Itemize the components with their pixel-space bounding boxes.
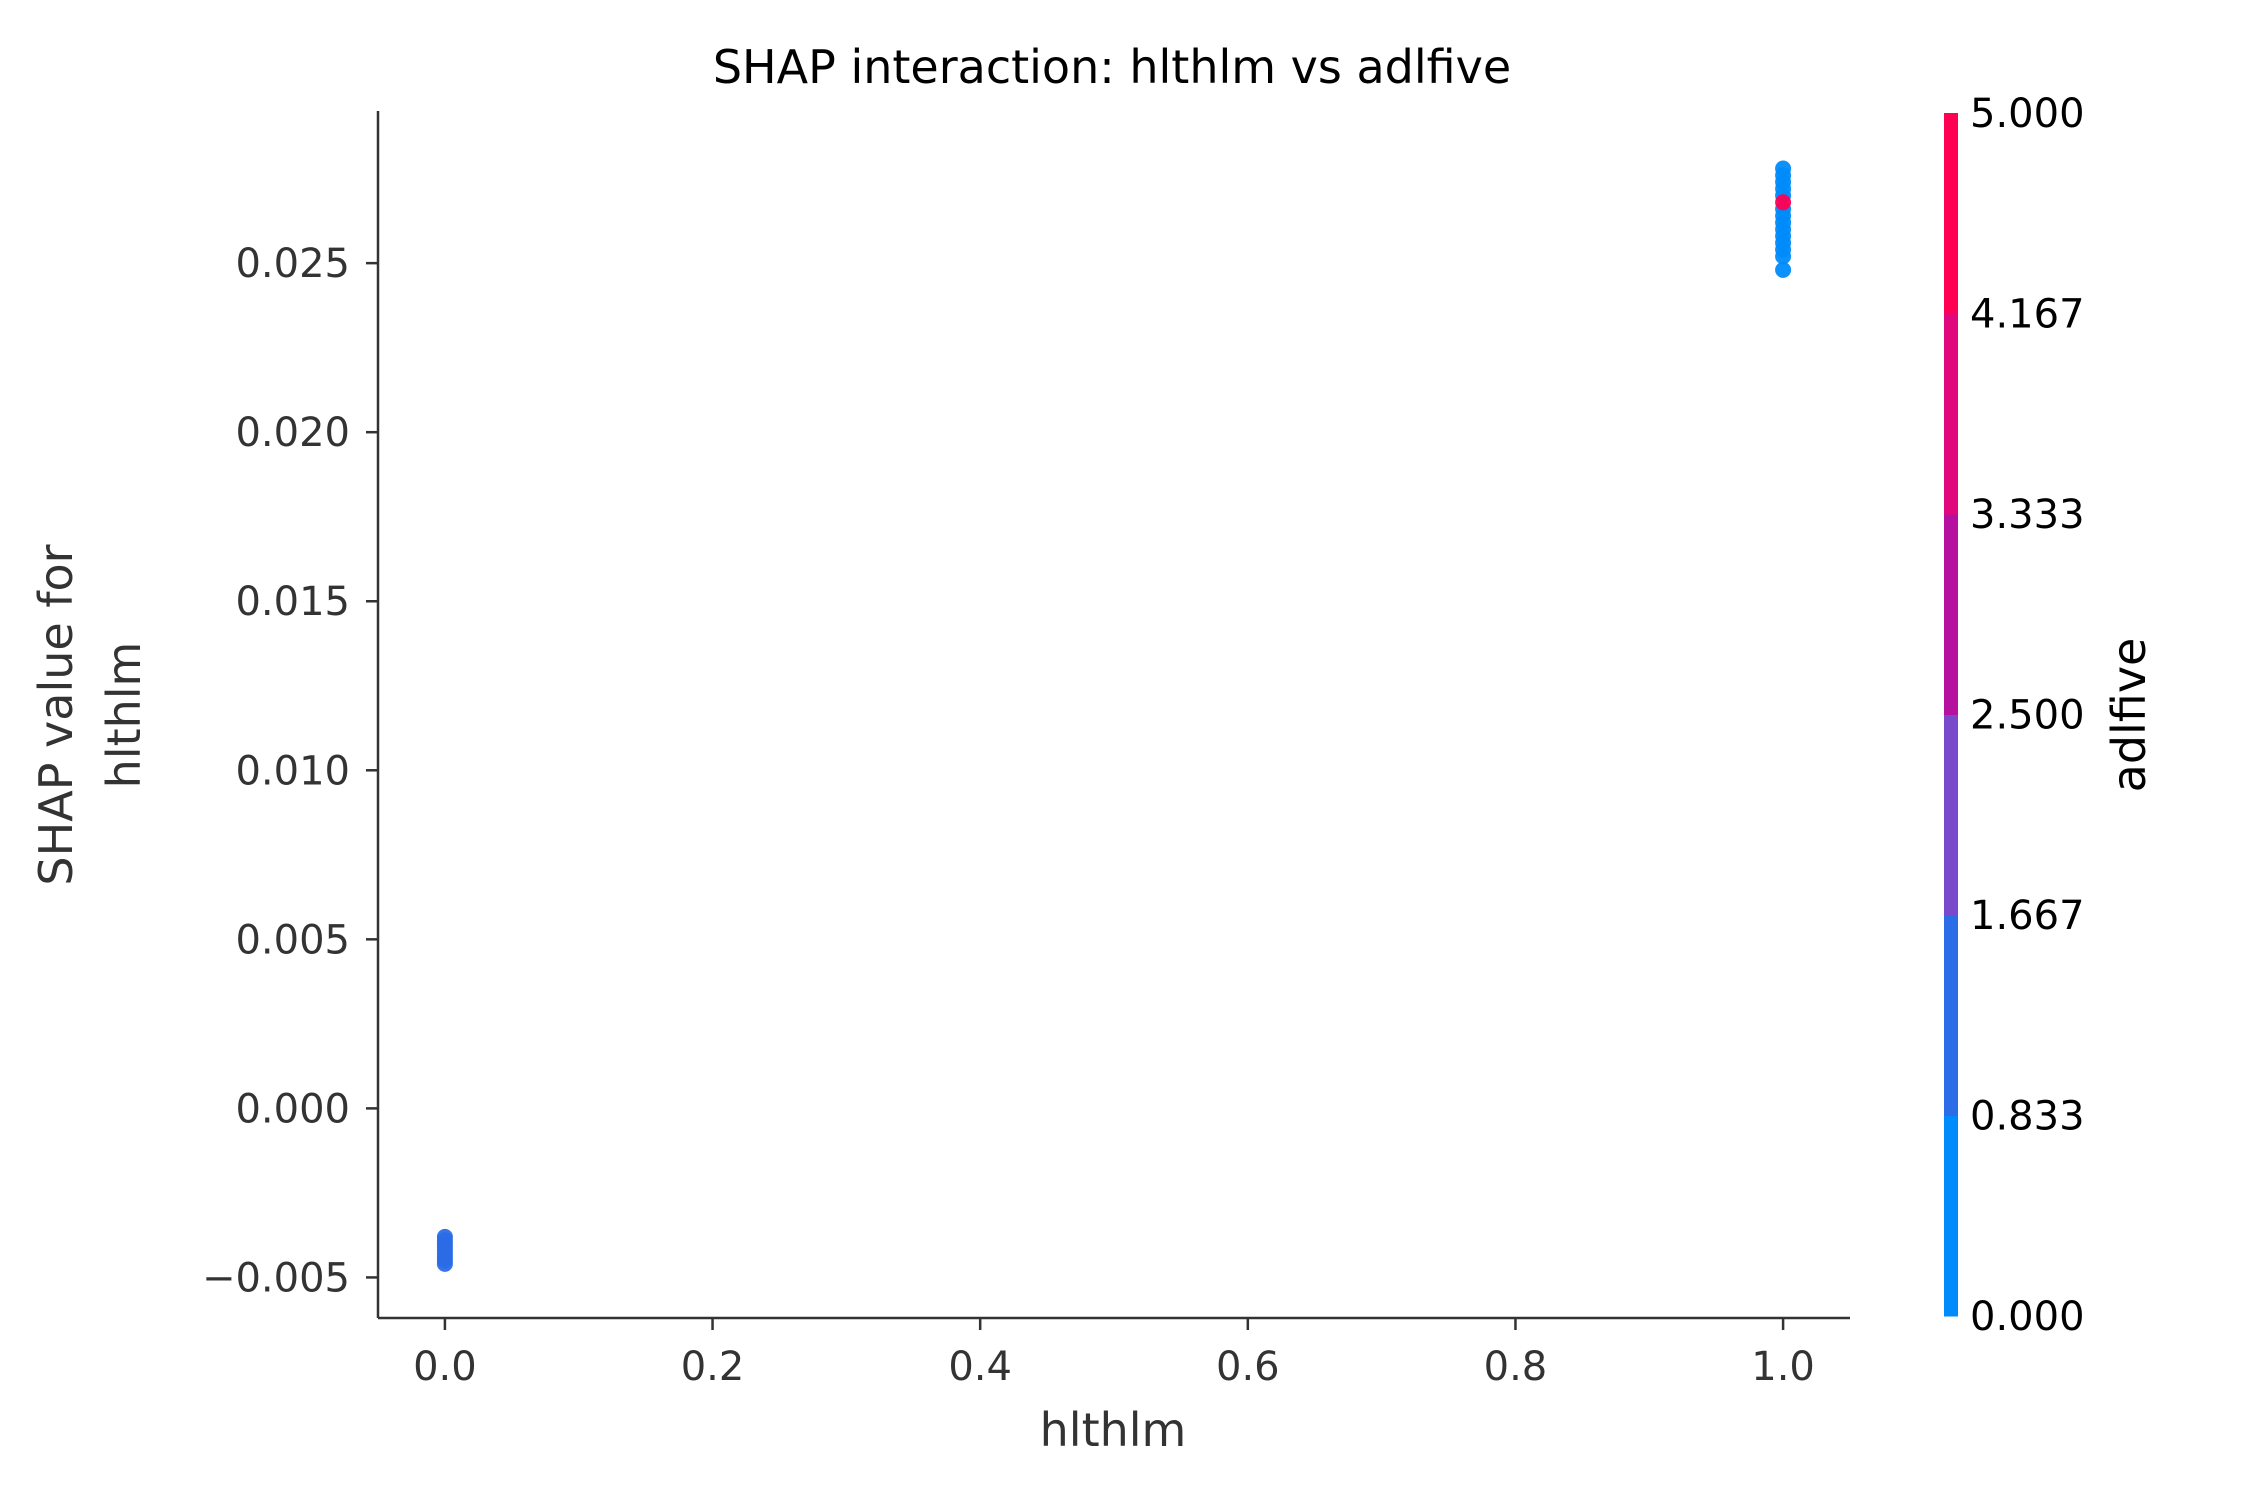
colorbar-tick-label: 2.500 bbox=[1970, 693, 2085, 739]
y-tick-label: −0.005 bbox=[202, 1255, 350, 1301]
colorbar-segment bbox=[1944, 915, 1958, 1116]
y-tick-label: 0.025 bbox=[235, 241, 350, 287]
y-tick-label: 0.010 bbox=[235, 748, 350, 794]
y-tick-label: 0.000 bbox=[235, 1086, 350, 1132]
colorbar-segment bbox=[1944, 1115, 1958, 1317]
y-axis-label: SHAP value for hlthlm bbox=[29, 544, 151, 885]
chart-title: SHAP interaction: hlthlm vs adlfive bbox=[713, 40, 1511, 94]
x-tick-label: 0.8 bbox=[1484, 1344, 1548, 1390]
x-tick-label: 0.2 bbox=[681, 1344, 745, 1390]
x-axis-label: hlthlm bbox=[1040, 1403, 1187, 1457]
colorbar-tick-label: 1.667 bbox=[1970, 893, 2085, 939]
scatter-point bbox=[1775, 194, 1792, 211]
colorbar-segment bbox=[1944, 714, 1958, 916]
colorbar-ticks: 0.000 0.833 1.667 2.500 3.333 4.167 5.000 bbox=[1970, 91, 2085, 1340]
colorbar-tick-label: 5.000 bbox=[1970, 91, 2085, 137]
y-axis-label-line-2: hlthlm bbox=[97, 642, 151, 789]
colorbar-tick-label: 0.833 bbox=[1970, 1094, 2085, 1140]
colorbar-tick-label: 3.333 bbox=[1970, 492, 2085, 538]
x-axis-ticks: 0.0 0.2 0.4 0.6 0.8 1.0 bbox=[413, 1318, 1815, 1390]
scatter-points bbox=[436, 160, 1792, 1272]
y-axis-label-line-1: SHAP value for bbox=[29, 544, 83, 885]
colorbar-segment bbox=[1944, 514, 1958, 715]
x-tick-label: 1.0 bbox=[1751, 1344, 1815, 1390]
colorbar-label: adlfive bbox=[2102, 638, 2156, 793]
y-axis-ticks: −0.005 0.000 0.005 0.010 0.015 0.020 0.025 bbox=[202, 241, 378, 1301]
y-tick-label: 0.005 bbox=[235, 917, 350, 963]
scatter-point bbox=[436, 1255, 453, 1272]
colorbar-tick-label: 0.000 bbox=[1970, 1294, 2085, 1340]
colorbar-segment bbox=[1944, 313, 1958, 515]
x-tick-label: 0.0 bbox=[413, 1344, 477, 1390]
colorbar-segment bbox=[1944, 113, 1958, 314]
y-tick-label: 0.020 bbox=[235, 410, 350, 456]
scatter-point bbox=[1775, 160, 1792, 177]
x-tick-label: 0.6 bbox=[1216, 1344, 1280, 1390]
x-tick-label: 0.4 bbox=[948, 1344, 1012, 1390]
scatter-point bbox=[1775, 261, 1792, 278]
colorbar-tick-label: 4.167 bbox=[1970, 291, 2085, 337]
colorbar bbox=[1944, 113, 1958, 1317]
y-tick-label: 0.015 bbox=[235, 579, 350, 625]
